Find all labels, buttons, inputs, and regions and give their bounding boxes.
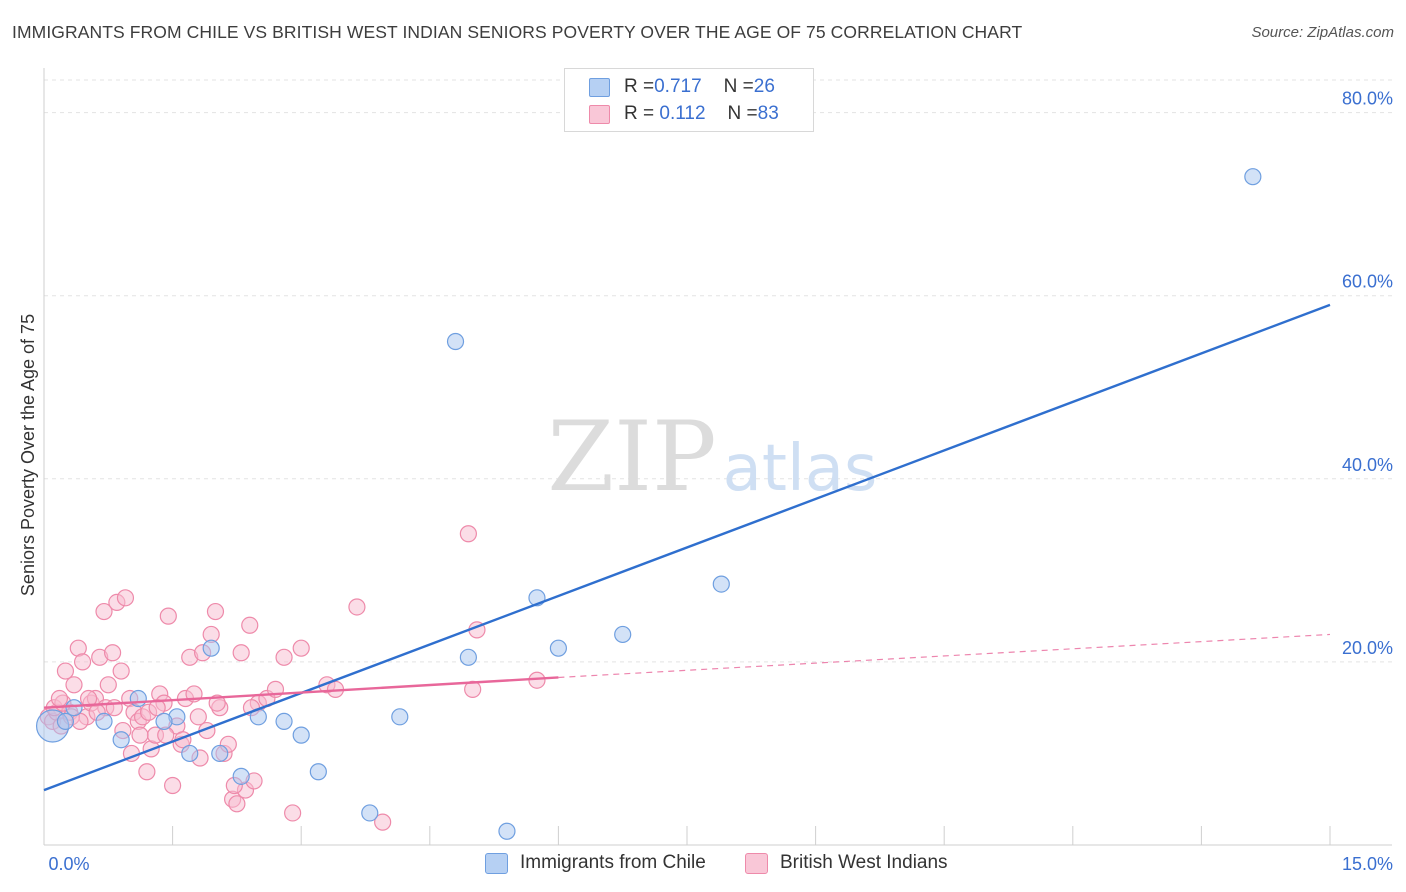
y-tick-label: 40.0% [1342, 455, 1393, 475]
bwi-point [206, 602, 225, 621]
chile-point [65, 699, 83, 717]
axes [43, 68, 1392, 846]
bwi-point [112, 662, 130, 680]
bwi-point [208, 694, 226, 712]
bwi-point [374, 813, 392, 831]
bwi-point [189, 708, 207, 726]
bwi-point [95, 602, 113, 621]
bwi-point [99, 676, 117, 694]
chile-swatch [589, 77, 610, 97]
x-tick-label: 0.0% [48, 854, 89, 874]
chile-point [95, 712, 113, 731]
bwi-point [164, 776, 182, 795]
bwi-point [232, 644, 250, 662]
legend-row-chile: R = 0.717 N = 26 [589, 75, 775, 99]
bwi-point [292, 639, 310, 657]
chile-point [112, 731, 130, 749]
n-label: N = [727, 103, 758, 124]
chile-point [712, 575, 730, 593]
chile-point [309, 763, 327, 781]
bwi-point [348, 598, 366, 616]
bwi-point [138, 763, 156, 781]
chile-point [549, 639, 568, 657]
r-label: R = [624, 76, 655, 97]
chile-point [155, 712, 173, 731]
chile-point [391, 708, 409, 726]
bwi-point [50, 689, 69, 708]
y-tick-label: 80.0% [1342, 89, 1393, 109]
chile-legend-swatch [485, 852, 508, 874]
bwi-point [284, 804, 302, 822]
bwi-point [73, 653, 92, 671]
bwi-point [459, 525, 477, 543]
chile-point [292, 726, 310, 744]
n-label: N = [723, 76, 754, 97]
chile-point [446, 332, 465, 351]
chart-title: IMMIGRANTS FROM CHILE VS BRITISH WEST IN… [12, 22, 1023, 42]
n-value: 83 [757, 103, 779, 124]
chile-point [459, 648, 477, 666]
correlation-legend: R = 0.717 N = 26 R = 0.112 N = 83 [564, 68, 814, 132]
bwi-point [148, 699, 166, 717]
watermark: ZIP atlas [547, 401, 877, 513]
y-tick-label: 20.0% [1342, 638, 1393, 658]
bwi-swatch [589, 104, 610, 124]
bwi-point [131, 726, 149, 744]
chile-legend-label: Immigrants from Chile [520, 852, 706, 873]
grid-lines [44, 79, 1392, 663]
r-value: 0.112 [654, 103, 706, 124]
bwi-point [228, 795, 246, 813]
bwi-legend-label: British West Indians [780, 852, 948, 873]
bwi-legend-swatch [745, 852, 768, 874]
chile-point [211, 744, 229, 763]
legend-row-bwi: R = 0.112 N = 83 [589, 102, 779, 126]
bwi-point [159, 607, 177, 625]
chile-point [361, 804, 379, 822]
chile-point [1244, 168, 1262, 186]
bwi-point [116, 589, 135, 607]
bwi-point [56, 662, 75, 680]
chile-point [202, 639, 220, 657]
chile-point [614, 625, 632, 644]
chile-point [181, 744, 199, 763]
legend-item-bwi[interactable]: British West Indians [745, 852, 948, 874]
bwi-trend-line [43, 676, 559, 709]
y-axis-label: Seniors Poverty Over the Age of 75 [18, 314, 38, 596]
y-tick-label: 60.0% [1342, 272, 1393, 292]
bwi-point [275, 648, 293, 666]
source-label: Source: ZipAtlas.com [1251, 24, 1394, 41]
r-value: 0.717 [654, 76, 702, 97]
chile-trend-line [43, 303, 1331, 792]
bwi-point [79, 689, 98, 708]
bwi-point [103, 644, 122, 662]
chile-point [232, 767, 250, 785]
n-value: 26 [753, 76, 775, 97]
chile-point [129, 689, 147, 708]
trend-lines [43, 303, 1331, 792]
bwi-point [241, 616, 259, 634]
chile-point [275, 712, 293, 731]
legend-item-chile[interactable]: Immigrants from Chile [485, 852, 706, 874]
watermark-atlas: atlas [723, 432, 878, 506]
bwi-point [65, 676, 83, 694]
watermark-zip: ZIP [547, 401, 716, 513]
chile-point [56, 712, 75, 731]
x-tick-label: 15.0% [1342, 854, 1393, 874]
chile-point [498, 822, 516, 840]
r-label: R = [624, 103, 655, 124]
bwi-trend-line-dashed [558, 633, 1331, 679]
tick-labels: 20.0% 40.0% 60.0% 80.0% 0.0% 15.0% [48, 89, 1393, 874]
